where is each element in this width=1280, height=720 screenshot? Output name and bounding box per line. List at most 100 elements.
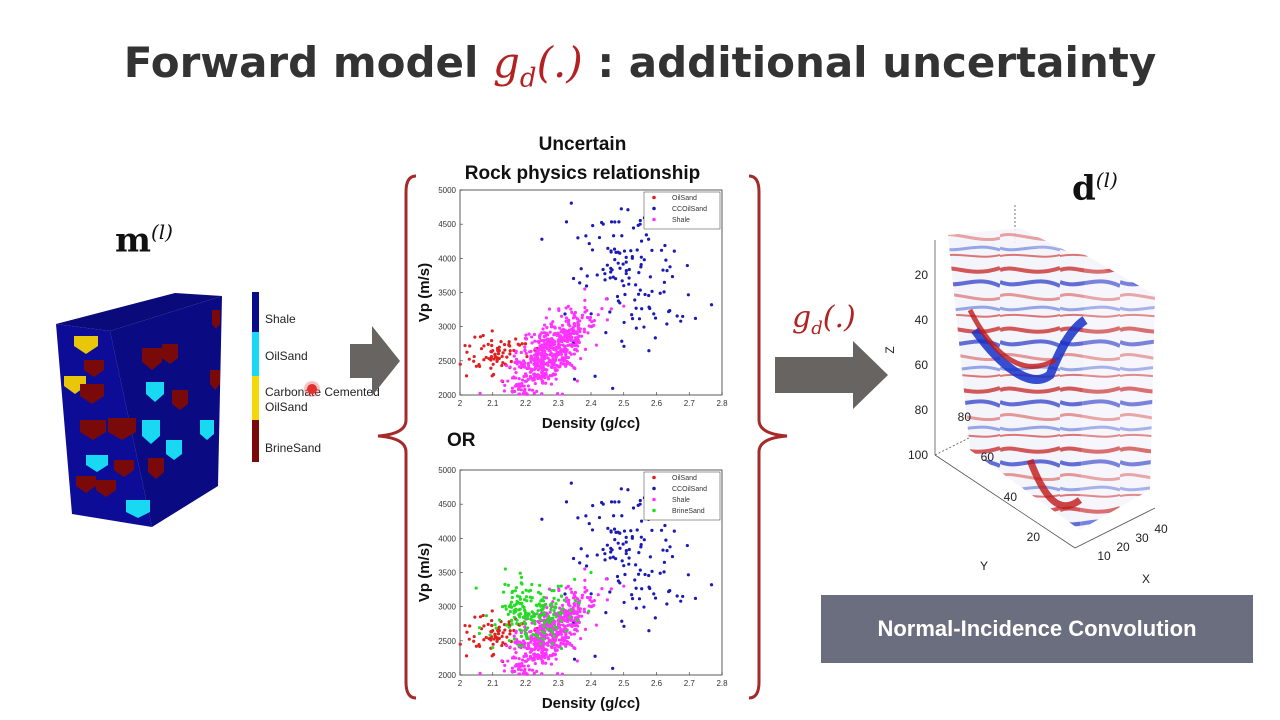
scatter-point [589, 325, 593, 329]
scatter-point [579, 547, 583, 551]
scatter-point [516, 342, 520, 346]
scatter-point [637, 551, 641, 555]
scatter-point [573, 618, 577, 622]
scatter-point [530, 388, 535, 392]
y-tick-label: 20 [1027, 530, 1041, 544]
scatter-point [658, 291, 662, 295]
scatter-point [663, 243, 667, 248]
convolution-label: Normal-Incidence Convolution [821, 595, 1253, 663]
scatter-point [578, 281, 582, 285]
scatter-point [622, 564, 626, 568]
scatter-point [508, 365, 512, 369]
scatter-point [548, 358, 552, 362]
scatter-point [685, 263, 689, 268]
scatter-point [582, 607, 586, 611]
scatter-point [627, 562, 631, 566]
scatter-point [535, 374, 539, 378]
seismic-data-cube: 20 40 60 80 100 20 40 60 80 10 20 30 40 Z Y X [883, 205, 1168, 586]
scatter-point [482, 624, 486, 628]
scatter-point [510, 376, 515, 380]
scatter-point [584, 284, 589, 288]
scatter-point [507, 639, 512, 643]
scatter-point [472, 634, 476, 639]
scatter-point [583, 567, 587, 571]
scatter-point [515, 618, 519, 622]
legend-label-shale: Shale [265, 312, 296, 326]
scatter-point [617, 500, 621, 504]
brinesand-body [172, 390, 188, 410]
scatter-point [601, 222, 605, 226]
scatter-point [522, 645, 527, 649]
brinesand-body [114, 460, 134, 477]
scatter-point [563, 619, 567, 623]
scatter-point [611, 514, 616, 518]
scatter-point [579, 267, 583, 271]
scatter-point [540, 646, 544, 650]
series-shale [478, 287, 626, 397]
scatter-point [643, 572, 647, 577]
scatter-point [585, 308, 589, 313]
scatter-point [618, 546, 622, 550]
scatter-point [530, 335, 534, 339]
scatter-point [616, 261, 620, 265]
scatter-point [661, 268, 665, 272]
x-tick-label: 2.2 [520, 679, 532, 688]
scatter-point [569, 608, 573, 612]
scatter-point [458, 362, 462, 366]
scatter-point [552, 342, 557, 347]
scatter-point [575, 618, 579, 623]
scatter-point [524, 333, 528, 337]
scatter-point [510, 622, 514, 626]
scatter-point [575, 349, 579, 353]
scatter-point [478, 391, 482, 395]
scatter-point [563, 592, 567, 596]
scatter-point [635, 248, 639, 252]
scatter-point [636, 292, 641, 296]
scatter-point [473, 335, 477, 339]
scatter-point [468, 344, 472, 348]
scatter-point [516, 667, 521, 671]
scatter-point [564, 364, 568, 368]
scatter-point [681, 314, 685, 319]
scatter-point [532, 639, 537, 643]
scatter-point [491, 646, 495, 650]
scatter-point [573, 646, 577, 651]
scatter-point [615, 294, 620, 299]
scatter-point [603, 272, 607, 276]
scatter-point [524, 588, 528, 592]
scatter-point [686, 293, 690, 297]
scatter-point [524, 595, 529, 599]
scatter-point [506, 659, 510, 663]
scatter-point [519, 350, 523, 355]
scatter-point [564, 500, 569, 504]
scatter-point [545, 368, 549, 372]
scatter-point [653, 616, 657, 620]
scatter-point [517, 643, 521, 648]
scatter-point [563, 345, 567, 349]
scatter-point [589, 605, 593, 609]
scatter-point [523, 387, 527, 392]
scatter-point [576, 344, 580, 348]
scatter-point [474, 644, 478, 648]
scatter-point [544, 596, 548, 600]
scatter-point [665, 602, 669, 606]
scatter-point [587, 241, 591, 246]
y-tick-label: 5000 [438, 186, 456, 195]
scatter-point [561, 362, 566, 366]
scatter-point [583, 298, 587, 302]
y-tick-label: 2500 [438, 357, 456, 366]
x-tick-label: 2.3 [553, 679, 565, 688]
scatter-point [640, 307, 644, 311]
scatter-point [500, 354, 504, 359]
scatter-point [477, 631, 482, 636]
legend-label-ccoilsand: Carbonate Cemented OilSand [265, 385, 380, 414]
title-math-suffix: (.) [536, 38, 583, 87]
scatter-point [545, 641, 549, 645]
right-brace-icon [748, 174, 788, 700]
scatter-point [578, 610, 582, 614]
scatter-point [508, 352, 512, 356]
scatter-point [662, 570, 666, 574]
scatter-point [551, 637, 555, 641]
scatter-point [519, 388, 523, 392]
scatter-point [540, 363, 544, 367]
